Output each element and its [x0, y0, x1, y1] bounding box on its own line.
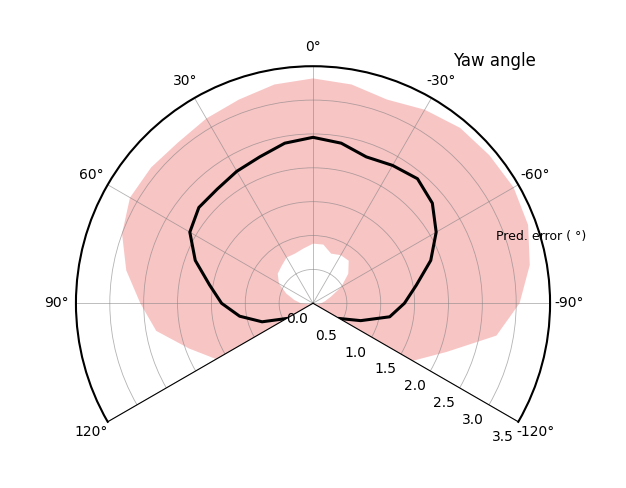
Text: Yaw angle: Yaw angle	[453, 52, 536, 70]
Polygon shape	[122, 79, 530, 361]
Text: Pred. error ( °): Pred. error ( °)	[496, 230, 586, 244]
